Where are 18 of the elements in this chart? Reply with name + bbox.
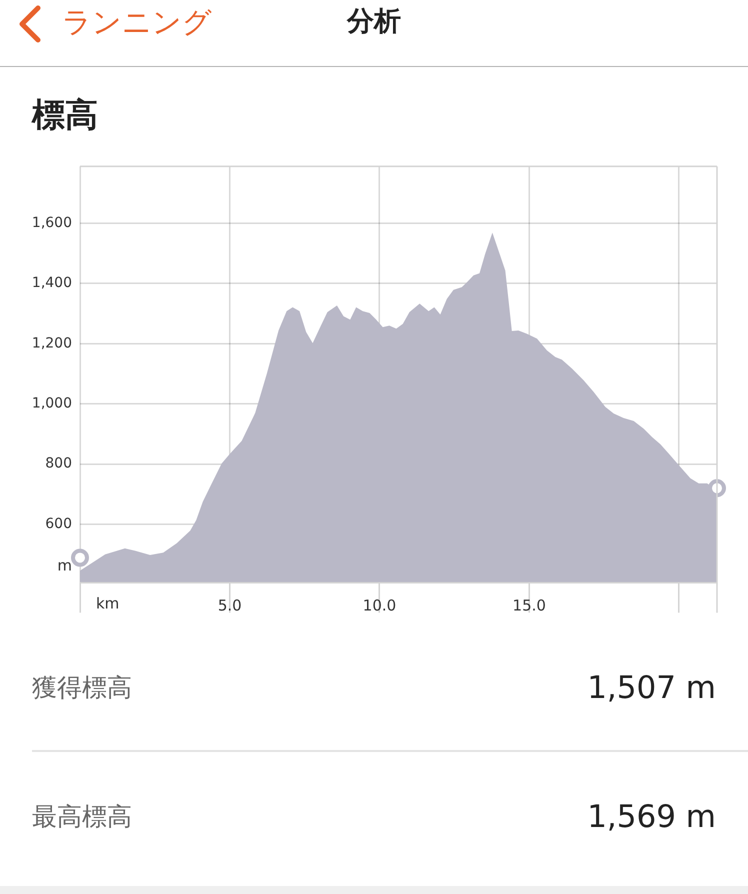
y-tick-label: 1,600 [32,214,72,231]
x-tick-label: 5.0 [218,596,242,615]
x-tick-label: 15.0 [512,596,546,615]
y-tick-label: 1,200 [32,335,72,352]
y-tick-label: 1,000 [32,396,72,412]
y-tick-label: 600 [45,516,72,532]
text: 1,507 m [587,669,716,708]
y-tick-label: 800 [45,456,72,472]
text: 獲得標高 [32,672,132,704]
x-axis-title: km [96,594,120,613]
text: 1,569 m [587,798,716,837]
text: 分析 [347,5,401,39]
y-axis-title: m [57,556,72,575]
x-tick-label: 10.0 [362,596,396,615]
y-tick-label: 1,400 [32,275,72,292]
text: ランニング [62,4,212,41]
text: 最高標高 [32,801,132,833]
chart-title: 標高 [32,94,98,136]
